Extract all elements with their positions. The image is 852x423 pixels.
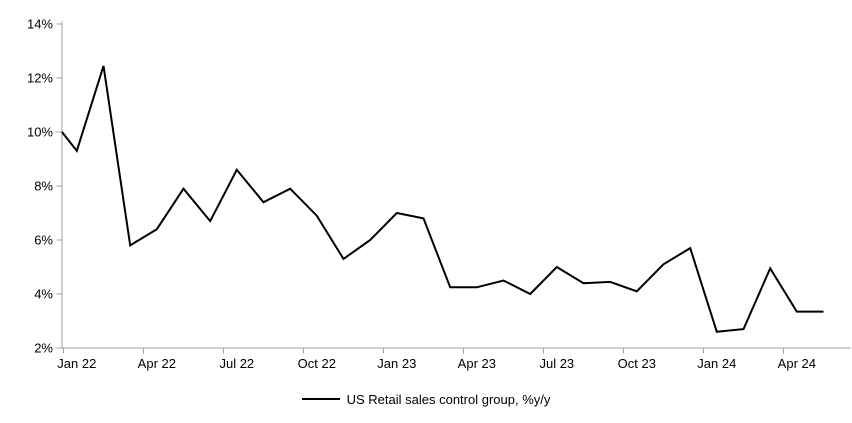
retail-sales-series-line	[61, 65, 824, 333]
y-axis-ticks: 2% 4% 6% 8% 10% 12% 14%	[27, 17, 62, 356]
x-tick-label: Jan 22	[57, 356, 96, 371]
x-tick-label: Oct 23	[618, 356, 656, 371]
legend-label: US Retail sales control group, %y/y	[346, 391, 551, 407]
y-tick-label: 10%	[27, 125, 53, 140]
y-tick-label: 2%	[34, 341, 53, 356]
x-tick-label: Jan 24	[697, 356, 736, 371]
x-tick-label: Oct 22	[298, 356, 336, 371]
x-axis-ticks: Jan 22 Apr 22 Jul 22 Oct 22 Jan 23 Apr 23 Jul …	[57, 348, 816, 371]
x-tick-label: Jan 23	[377, 356, 416, 371]
axes	[61, 21, 851, 349]
x-tick-label: Apr 23	[458, 356, 496, 371]
legend-line-swatch	[301, 398, 340, 400]
y-tick-label: 14%	[27, 17, 53, 32]
y-tick-label: 12%	[27, 71, 53, 86]
x-tick-label: Jul 22	[219, 356, 254, 371]
x-tick-label: Jul 23	[539, 356, 574, 371]
y-tick-label: 4%	[34, 287, 53, 302]
legend: US Retail sales control group, %y/y	[0, 390, 852, 408]
series-line-group	[61, 65, 824, 333]
y-tick-label: 8%	[34, 179, 53, 194]
x-tick-label: Apr 22	[138, 356, 176, 371]
y-tick-label: 6%	[34, 233, 53, 248]
x-tick-label: Apr 24	[778, 356, 816, 371]
